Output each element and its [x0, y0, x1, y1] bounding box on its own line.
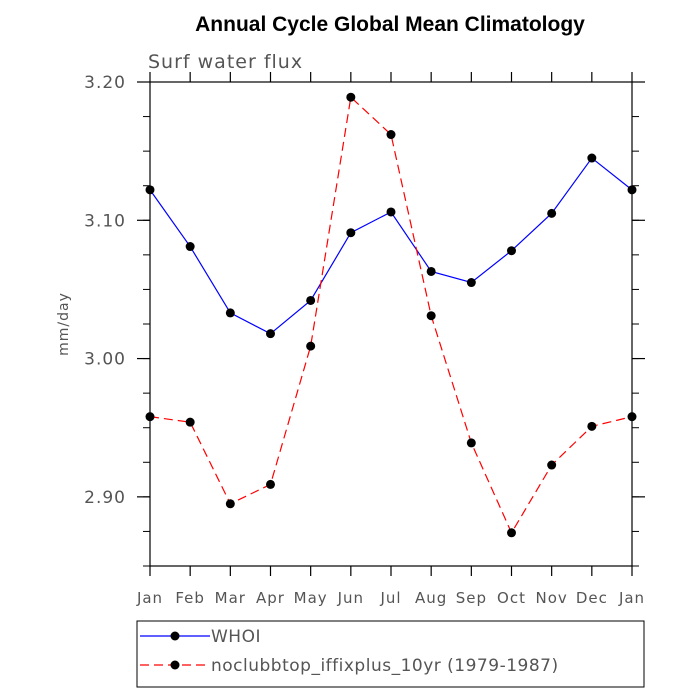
- legend-box: [136, 620, 645, 688]
- data-point: [627, 185, 637, 195]
- x-tick-label: Oct: [497, 589, 526, 607]
- chart-title: Annual Cycle Global Mean Climatology: [195, 13, 585, 36]
- data-point: [386, 130, 396, 140]
- y-tick-label: 3.10: [84, 211, 126, 231]
- data-point: [346, 92, 356, 102]
- y-tick-label: 3.20: [84, 73, 126, 93]
- y-axis-ticks: 2.90 3.00 3.10 3.20: [84, 73, 645, 567]
- data-point: [426, 266, 436, 276]
- data-point: [306, 341, 316, 351]
- data-point: [507, 528, 516, 538]
- legend-marker: [170, 631, 180, 641]
- data-point: [266, 479, 275, 489]
- x-tick-label: Sep: [456, 589, 487, 607]
- data-point: [185, 242, 195, 252]
- legend-label: WHOI: [211, 627, 261, 647]
- data-point: [145, 412, 155, 422]
- data-point: [587, 153, 597, 163]
- data-point: [627, 412, 637, 422]
- x-tick-label: Aug: [415, 589, 447, 607]
- x-tick-label: Nov: [536, 589, 568, 607]
- series-layer: [145, 92, 637, 538]
- series-line: [149, 96, 633, 535]
- axes: [149, 81, 633, 567]
- x-tick-label: Jan: [136, 589, 163, 607]
- y-axis-label: mm/day: [56, 292, 72, 356]
- legend: WHOI noclubbtop_iffixplus_10yr (1979-1987…: [136, 620, 645, 688]
- y-tick-label: 2.90: [84, 488, 126, 508]
- data-point: [266, 329, 275, 339]
- series-1: [145, 153, 637, 339]
- data-point: [507, 246, 516, 256]
- data-point: [587, 421, 597, 431]
- x-tick-label: Dec: [576, 589, 608, 607]
- x-tick-label: Jun: [337, 589, 364, 607]
- data-point: [426, 311, 436, 321]
- data-point: [346, 228, 356, 238]
- data-point: [386, 207, 396, 217]
- plot-frame: [149, 81, 633, 567]
- x-tick-label: Feb: [175, 589, 205, 607]
- series-2: [145, 92, 637, 538]
- y-tick-label: 3.00: [84, 350, 126, 370]
- data-point: [185, 417, 195, 427]
- series-line: [149, 157, 633, 335]
- x-tick-label: Apr: [256, 589, 285, 607]
- x-tick-label: Mar: [215, 589, 246, 607]
- data-point: [547, 460, 557, 470]
- x-tick-label: Jan: [618, 589, 645, 607]
- x-tick-label: May: [294, 589, 328, 607]
- legend-label: noclubbtop_iffixplus_10yr (1979-1987): [211, 656, 559, 676]
- data-point: [145, 185, 155, 195]
- data-point: [225, 308, 235, 318]
- chart-subtitle: Surf water flux: [148, 51, 303, 73]
- data-point: [225, 499, 235, 509]
- data-point: [466, 278, 476, 288]
- data-point: [466, 438, 476, 448]
- legend-item: noclubbtop_iffixplus_10yr (1979-1987): [140, 656, 559, 676]
- legend-item: WHOI: [140, 627, 261, 647]
- x-tick-label: Jul: [379, 589, 401, 607]
- x-axis-ticks: Jan Feb Mar Apr May Jun Jul Aug Sep Oct Nov Dec Jan: [136, 72, 645, 607]
- data-point: [306, 295, 316, 305]
- data-point: [547, 208, 557, 218]
- legend-marker: [170, 660, 180, 670]
